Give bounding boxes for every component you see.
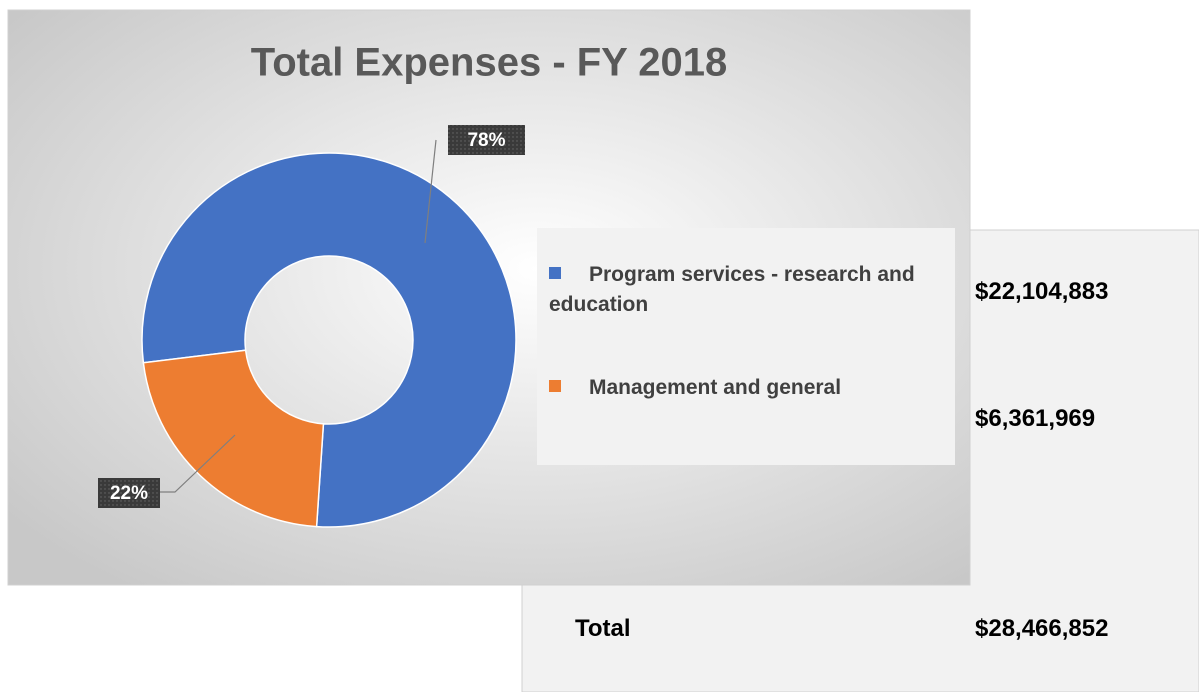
leader-line — [160, 434, 236, 493]
legend-swatch — [549, 380, 561, 392]
donut-slice — [142, 349, 325, 528]
leader-line — [424, 139, 437, 244]
chart-title: Total Expenses - FY 2018 — [251, 41, 728, 85]
data-label-box — [98, 478, 160, 508]
data-label-box — [448, 125, 525, 155]
total-amount: $28,466,852 — [975, 615, 1109, 642]
donut-slice — [141, 152, 517, 528]
amount: $22,104,883 — [975, 278, 1109, 305]
legend: Program services - research and educatio… — [537, 228, 955, 465]
legend-item: Program services - research and educatio… — [549, 260, 944, 320]
total-label: Total — [575, 615, 631, 642]
data-label: 22% — [110, 483, 148, 504]
legend-swatch — [549, 267, 561, 279]
legend-label: Program services - research and educatio… — [549, 263, 915, 316]
legend-label: Management and general — [589, 376, 842, 399]
amount: $6,361,969 — [975, 405, 1096, 432]
legend-item: Management and general — [549, 373, 944, 403]
data-label: 78% — [467, 130, 505, 151]
